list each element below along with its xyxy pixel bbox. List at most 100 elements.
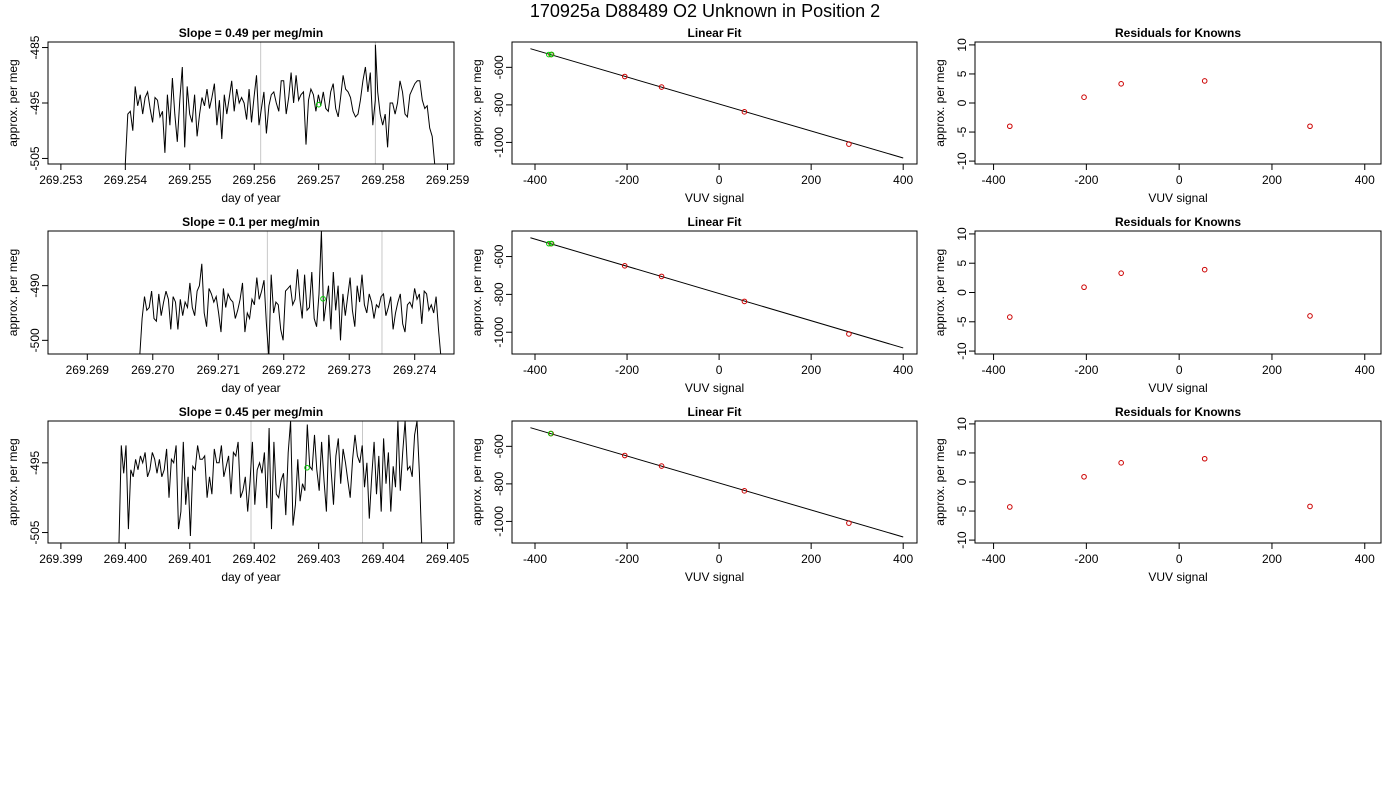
x-tick-label: 269.255 — [168, 173, 212, 187]
fit-line — [530, 427, 904, 538]
known-point — [846, 331, 852, 337]
plot-frame — [47, 420, 455, 544]
x-tick-label: 200 — [801, 552, 821, 566]
residual-point — [1081, 284, 1087, 291]
residual-point — [1081, 94, 1087, 100]
y-axis-label: approx. per meg — [933, 59, 947, 146]
y-tick-label: 0 — [955, 478, 969, 485]
unknown-point — [548, 240, 555, 247]
known-point — [658, 273, 665, 280]
known-point — [621, 263, 628, 269]
x-tick-label: 269.399 — [39, 552, 83, 566]
y-tick-label: -10 — [955, 342, 969, 360]
linear-panel: -400 -200 0 200 400 -600 -800 -1000 Linear Fit VU… — [470, 215, 918, 395]
linear-panel: -400 -200 0 200 400 -600 -800 -1000 Linear Fit VU… — [470, 405, 918, 584]
timeseries-panel: 269.253 269.254 269.255 269.256 269.257 269.2… — [6, 26, 470, 205]
y-tick-label: -5 — [955, 505, 969, 516]
x-tick-label: 200 — [1262, 173, 1282, 187]
y-tick-label: -10 — [955, 531, 969, 549]
x-tick-label: -200 — [615, 173, 639, 187]
y-tick-label: -10 — [955, 152, 969, 170]
known-point — [741, 298, 748, 305]
known-point — [658, 463, 665, 469]
x-tick-label: -400 — [523, 552, 547, 566]
x-tick-label: -200 — [1074, 173, 1098, 187]
linear-panel: -400 -200 0 200 400 -600 -800 -1000 Linear Fit VU… — [470, 26, 918, 205]
x-tick-label: 200 — [1262, 552, 1282, 566]
x-tick-label: -400 — [523, 363, 547, 377]
y-tick-label: -500 — [28, 328, 42, 352]
x-tick-label: 400 — [1355, 552, 1375, 566]
plot-data — [1007, 266, 1313, 320]
x-axis-label: VUV signal — [1148, 191, 1207, 205]
y-tick-label: -495 — [28, 91, 42, 115]
x-tick-label: 269.271 — [197, 363, 241, 377]
known-point — [621, 452, 628, 459]
known-point — [846, 520, 852, 526]
known-point — [741, 109, 748, 115]
residual-point — [1201, 266, 1208, 273]
y-tick-label: -5 — [955, 316, 969, 327]
y-tick-label: 10 — [955, 227, 969, 241]
plot-data — [139, 231, 442, 354]
y-axis-label: approx. per meg — [470, 59, 484, 146]
unknown-point — [304, 464, 310, 471]
y-tick-label: 0 — [955, 289, 969, 296]
x-tick-label: 269.401 — [168, 552, 212, 566]
known-point — [846, 141, 852, 147]
y-tick-label: -1000 — [492, 506, 506, 537]
x-tick-label: 269.258 — [361, 173, 405, 187]
x-tick-label: 400 — [1355, 173, 1375, 187]
plot-data — [530, 427, 904, 538]
y-axis-label: approx. per meg — [6, 438, 20, 525]
x-tick-label: -400 — [982, 363, 1006, 377]
y-tick-label: -800 — [492, 93, 506, 117]
x-tick-label: 269.405 — [426, 552, 470, 566]
x-tick-label: 269.257 — [297, 173, 341, 187]
x-tick-label: 269.403 — [297, 552, 341, 566]
x-tick-label: -200 — [615, 552, 639, 566]
x-tick-label: 269.269 — [66, 363, 110, 377]
unknown-point — [546, 240, 552, 247]
y-tick-label: -5 — [955, 126, 969, 137]
x-tick-label: 200 — [801, 173, 821, 187]
y-axis-label: approx. per meg — [470, 438, 484, 525]
x-tick-label: 269.400 — [104, 552, 148, 566]
y-tick-label: -505 — [28, 146, 42, 170]
y-tick-label: -1000 — [492, 317, 506, 348]
y-tick-label: -495 — [28, 451, 42, 475]
residual-point — [1201, 455, 1208, 462]
residuals-panel: -400 -200 0 200 400 10 5 0 -5 -10 Residuals for Kn… — [933, 405, 1382, 584]
x-axis-label: day of year — [221, 381, 280, 395]
x-tick-label: -200 — [1074, 363, 1098, 377]
y-tick-label: -490 — [28, 273, 42, 297]
y-tick-label: -800 — [492, 472, 506, 496]
fit-line — [530, 237, 904, 349]
x-tick-label: 269.254 — [104, 173, 148, 187]
x-tick-label: 0 — [716, 363, 723, 377]
x-tick-label: 0 — [1176, 363, 1183, 377]
residual-point — [1118, 270, 1124, 276]
y-tick-label: 5 — [955, 449, 969, 456]
residual-point — [1307, 503, 1313, 510]
y-tick-label: 5 — [955, 70, 969, 77]
plot-data — [124, 42, 436, 164]
y-tick-label: 5 — [955, 260, 969, 267]
panel-title: Linear Fit — [687, 215, 741, 229]
y-tick-label: -600 — [492, 434, 506, 458]
x-tick-label: 0 — [1176, 552, 1183, 566]
y-tick-label: -600 — [492, 244, 506, 268]
x-axis-label: VUV signal — [685, 381, 744, 395]
y-tick-label: -800 — [492, 282, 506, 306]
x-tick-label: 400 — [893, 363, 913, 377]
x-tick-label: -400 — [523, 173, 547, 187]
y-tick-label: -505 — [28, 520, 42, 544]
x-axis-label: VUV signal — [1148, 570, 1207, 584]
residuals-panel: -400 -200 0 200 400 10 5 0 -5 -10 Residuals for Kn… — [933, 26, 1382, 205]
x-axis-label: day of year — [221, 191, 280, 205]
x-tick-label: 0 — [716, 173, 723, 187]
x-tick-label: 269.402 — [233, 552, 277, 566]
x-tick-label: 200 — [1262, 363, 1282, 377]
residual-point — [1201, 78, 1208, 84]
plot-frame — [974, 230, 1382, 355]
